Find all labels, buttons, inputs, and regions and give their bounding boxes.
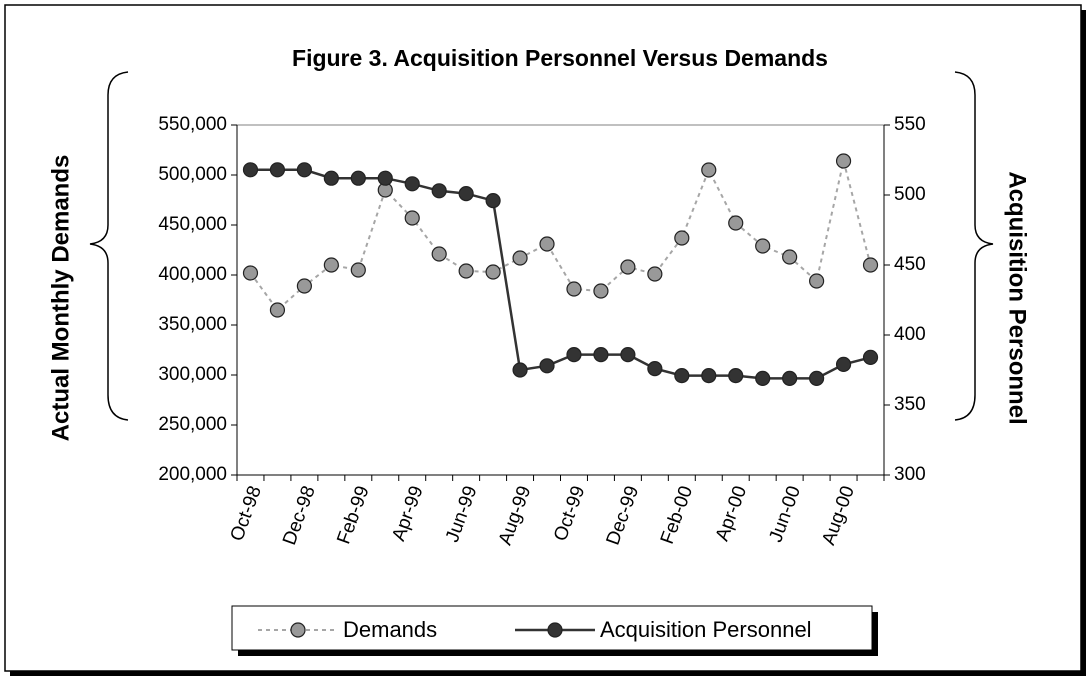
right-brace [954, 71, 994, 421]
data-point [782, 249, 798, 265]
data-point [404, 176, 420, 192]
y-tick-label: 250,000 [158, 414, 227, 435]
data-point [404, 210, 420, 226]
data-point [323, 257, 339, 273]
data-point [377, 170, 393, 186]
data-point [323, 170, 339, 186]
data-point [458, 186, 474, 202]
data-point [269, 302, 286, 318]
data-point [809, 273, 825, 289]
data-point [755, 370, 771, 386]
data-point [242, 265, 259, 281]
data-point [782, 370, 798, 386]
data-point [835, 356, 852, 372]
legend-marker [547, 622, 563, 638]
legend-label: Demands [343, 617, 437, 642]
data-point [701, 162, 717, 178]
frame [4, 4, 1082, 672]
data-point [566, 347, 582, 363]
data-point [862, 257, 879, 273]
data-point [593, 283, 609, 299]
data-point [431, 246, 447, 262]
y-tick-label: 300,000 [158, 364, 227, 385]
y2-tick-label: 400 [894, 324, 926, 345]
data-point [809, 370, 825, 386]
data-point [539, 236, 555, 252]
data-point [485, 193, 501, 209]
data-point [350, 170, 366, 186]
y-tick-label: 200,000 [158, 464, 227, 485]
y-axis-label: Actual Monthly Demands [47, 155, 74, 442]
y-tick-label: 500,000 [158, 164, 227, 185]
data-point [350, 262, 366, 278]
data-point [701, 368, 717, 384]
data-point [566, 281, 582, 297]
data-point [728, 215, 744, 231]
y-tick-label: 350,000 [158, 314, 227, 335]
data-point [485, 264, 501, 280]
data-point [728, 368, 744, 384]
data-point [755, 238, 771, 254]
left-brace [89, 71, 129, 421]
data-point [539, 358, 555, 374]
data-point [296, 278, 312, 294]
y2-tick-label: 500 [894, 184, 926, 205]
data-point [647, 361, 663, 377]
y2-tick-label: 550 [894, 114, 926, 135]
data-point [620, 259, 636, 275]
y-tick-label: 400,000 [158, 264, 227, 285]
data-point [835, 153, 852, 169]
data-point [647, 266, 663, 282]
y-tick-label: 450,000 [158, 214, 227, 235]
chart-title: Figure 3. Acquisition Personnel Versus D… [292, 45, 828, 71]
legend-label: Acquisition Personnel [600, 617, 812, 642]
y-tick-label: 550,000 [158, 114, 227, 135]
data-point [242, 162, 259, 178]
data-point [512, 250, 528, 266]
y2-tick-label: 350 [894, 394, 926, 415]
data-point [296, 162, 312, 178]
data-point [674, 230, 690, 246]
data-point [512, 362, 528, 378]
data-point [269, 162, 286, 178]
data-point [593, 347, 609, 363]
y2-tick-label: 450 [894, 254, 926, 275]
y2-axis-label: Acquisition Personnel [1004, 171, 1031, 424]
data-point [862, 349, 879, 365]
data-point [431, 183, 447, 199]
y2-tick-label: 300 [894, 464, 926, 485]
data-point [674, 368, 690, 384]
legend-marker [290, 622, 306, 638]
data-point [620, 347, 636, 363]
data-point [458, 263, 474, 279]
